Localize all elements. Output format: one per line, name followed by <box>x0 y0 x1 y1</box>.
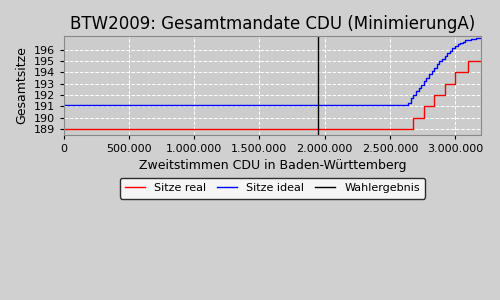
Sitze ideal <box>431 66 437 70</box>
Sitze real <box>442 82 448 85</box>
Sitze ideal <box>452 44 458 48</box>
Sitze real <box>452 82 458 85</box>
Sitze ideal <box>442 54 448 58</box>
Sitze ideal <box>61 103 67 106</box>
Sitze ideal <box>439 57 445 60</box>
Line: Sitze real: Sitze real <box>64 61 481 129</box>
Sitze ideal <box>434 62 440 66</box>
Sitze ideal <box>404 103 410 106</box>
Sitze ideal <box>450 46 456 50</box>
Title: BTW2009: Gesamtmandate CDU (MinimierungA): BTW2009: Gesamtmandate CDU (MinimierungA… <box>70 15 475 33</box>
Sitze ideal <box>416 86 422 90</box>
Sitze ideal <box>436 60 442 63</box>
Sitze real <box>465 70 471 74</box>
Y-axis label: Gesamtsitze: Gesamtsitze <box>15 46 28 124</box>
Sitze real <box>442 93 448 97</box>
Sitze real <box>400 127 406 131</box>
Sitze ideal <box>473 36 479 40</box>
Sitze ideal <box>454 43 460 46</box>
Sitze ideal <box>457 41 463 44</box>
Sitze ideal <box>405 101 411 105</box>
Sitze real <box>410 116 416 119</box>
Sitze real <box>410 127 416 131</box>
Sitze ideal <box>418 83 424 86</box>
Sitze ideal <box>424 76 430 80</box>
Sitze real <box>478 59 484 63</box>
Sitze real <box>431 93 437 97</box>
Sitze real <box>431 104 437 108</box>
X-axis label: Zweitstimmen CDU in Baden-Württemberg: Zweitstimmen CDU in Baden-Württemberg <box>138 159 406 172</box>
Sitze ideal <box>462 39 468 42</box>
Sitze ideal <box>408 97 414 100</box>
Sitze real <box>465 59 471 63</box>
Sitze ideal <box>444 51 450 55</box>
Sitze ideal <box>460 40 466 44</box>
Sitze ideal <box>410 93 416 97</box>
Sitze ideal <box>476 36 482 40</box>
Sitze ideal <box>465 38 471 41</box>
Sitze ideal <box>478 36 484 40</box>
Sitze ideal <box>447 49 453 52</box>
Sitze ideal <box>468 37 473 41</box>
Sitze ideal <box>426 73 432 76</box>
Sitze real <box>61 127 67 131</box>
Legend: Sitze real, Sitze ideal, Wahlergebnis: Sitze real, Sitze ideal, Wahlergebnis <box>120 178 426 199</box>
Sitze ideal <box>413 90 419 93</box>
Sitze real <box>420 104 426 108</box>
Sitze real <box>400 127 406 131</box>
Sitze ideal <box>420 80 426 83</box>
Sitze ideal <box>428 69 434 73</box>
Line: Sitze ideal: Sitze ideal <box>64 38 481 104</box>
Sitze real <box>420 116 426 119</box>
Sitze ideal <box>470 37 476 40</box>
Sitze real <box>452 70 458 74</box>
